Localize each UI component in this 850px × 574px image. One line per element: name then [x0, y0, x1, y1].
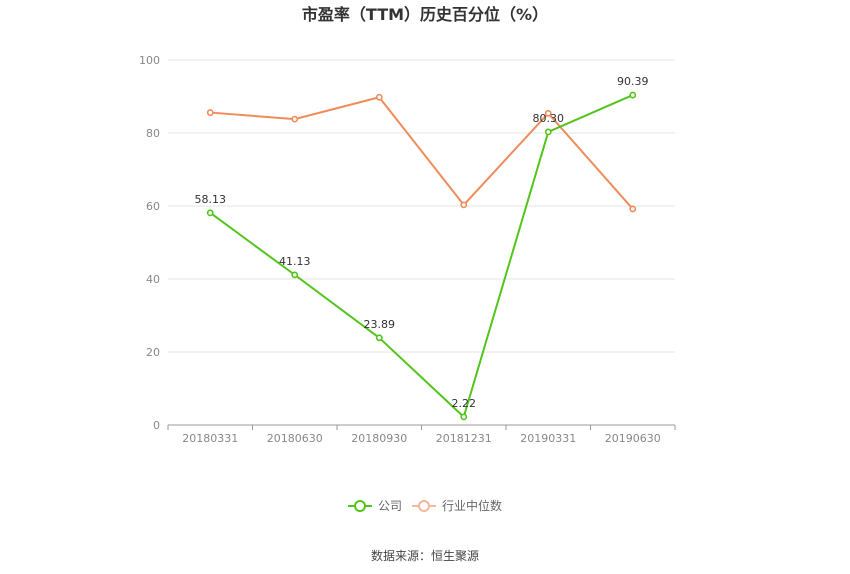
x-tick-label: 20180930 — [351, 432, 407, 445]
company-line — [209, 94, 634, 418]
chart-title: 市盈率（TTM）历史百分位（%） — [302, 5, 548, 24]
company-data-label: 90.39 — [617, 75, 649, 88]
industry-point — [375, 93, 383, 101]
industry-point — [206, 109, 214, 116]
data-source: 数据来源：恒生聚源 — [371, 548, 479, 563]
y-tick-label: 100 — [139, 54, 160, 67]
legend-industry-label: 行业中位数 — [442, 498, 502, 513]
y-tick-label: 0 — [153, 419, 160, 432]
y-tick-label: 40 — [146, 273, 160, 286]
axes: 0 20 40 60 80 100 20180331 20180630 20180930 2018… — [139, 54, 676, 445]
y-tick-label: 20 — [146, 346, 160, 359]
industry-point — [460, 201, 468, 209]
legend-company-label: 公司 — [378, 499, 402, 513]
company-data-label: 80.30 — [533, 112, 565, 125]
x-tick-label: 20190331 — [520, 432, 576, 445]
legend-item-company[interactable]: 公司 — [348, 499, 402, 513]
x-tick-label: 20180630 — [267, 432, 323, 445]
series-lines — [206, 91, 637, 421]
industry-point — [544, 109, 552, 117]
grid — [168, 59, 675, 353]
company-data-label: 2.22 — [452, 397, 477, 410]
legend-company-marker — [354, 500, 366, 512]
data-labels: 58.13 41.13 23.89 2.22 80.30 90.39 — [195, 75, 649, 410]
legend-item-industry[interactable]: 行业中位数 — [412, 498, 502, 513]
company-data-label: 41.13 — [279, 255, 311, 268]
company-point — [206, 209, 214, 217]
industry-point — [291, 115, 299, 123]
company-point — [629, 91, 637, 99]
legend: 公司 行业中位数 — [348, 498, 502, 513]
x-tick-label: 20190630 — [605, 432, 661, 445]
company-data-label: 23.89 — [364, 318, 396, 331]
y-tick-label: 80 — [146, 127, 160, 140]
company-point — [291, 271, 299, 279]
company-point — [544, 128, 552, 136]
company-point — [460, 413, 468, 421]
industry-line — [210, 96, 634, 210]
x-tick-label: 20181231 — [436, 432, 492, 445]
legend-industry-marker — [418, 500, 430, 512]
company-point — [375, 334, 383, 342]
company-data-label: 58.13 — [195, 193, 227, 206]
x-tick-label: 20180331 — [182, 432, 238, 445]
industry-point — [629, 205, 637, 213]
y-tick-label: 60 — [146, 200, 160, 213]
